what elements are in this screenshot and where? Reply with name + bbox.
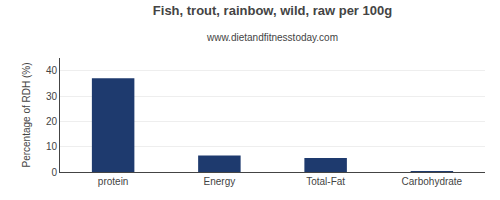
- svg-text:Fish, trout, rainbow, wild, ra: Fish, trout, rainbow, wild, raw per 100g: [153, 3, 392, 18]
- svg-text:Percentage of RDH (%): Percentage of RDH (%): [21, 62, 32, 167]
- svg-text:Total-Fat: Total-Fat: [306, 176, 345, 187]
- svg-text:30: 30: [46, 91, 58, 102]
- svg-text:Energy: Energy: [204, 176, 236, 187]
- svg-text:protein: protein: [98, 176, 129, 187]
- svg-text:www.dietandfitnesstoday.com: www.dietandfitnesstoday.com: [206, 32, 338, 43]
- svg-text:10: 10: [46, 141, 58, 152]
- svg-text:40: 40: [46, 65, 58, 76]
- svg-text:20: 20: [46, 116, 58, 127]
- svg-text:0: 0: [51, 167, 57, 178]
- svg-text:Carbohydrate: Carbohydrate: [402, 176, 463, 187]
